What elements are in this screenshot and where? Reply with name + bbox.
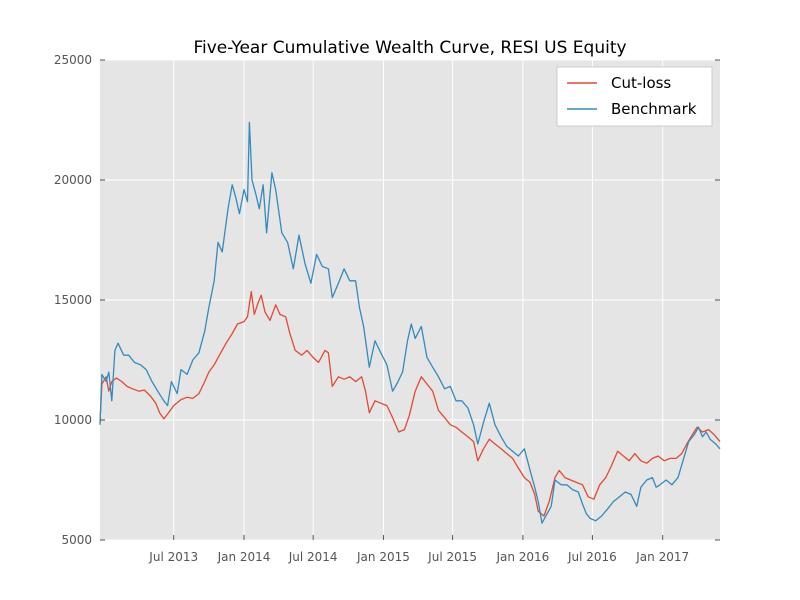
legend-label-benchmark: Benchmark bbox=[611, 100, 697, 118]
x-tick-label: Jul 2016 bbox=[567, 550, 617, 564]
legend-box bbox=[556, 66, 713, 127]
y-tick-label: 5000 bbox=[61, 533, 92, 547]
axis-ticks: Jul 2013 Jan 2014 Jul 2014 Jan 2015 Jul 2015… bbox=[54, 53, 720, 564]
x-tick-label: Jan 2016 bbox=[495, 550, 549, 564]
legend: Cut-loss Benchmark bbox=[556, 66, 713, 127]
x-tick-label: Jul 2013 bbox=[148, 550, 198, 564]
x-tick-label: Jul 2015 bbox=[427, 550, 477, 564]
series-line-cut-loss bbox=[99, 290, 721, 517]
series-line-benchmark bbox=[99, 121, 721, 524]
y-tick-label: 10000 bbox=[54, 413, 92, 427]
x-tick-label: Jul 2014 bbox=[288, 550, 338, 564]
legend-label-cut-loss: Cut-loss bbox=[611, 74, 671, 92]
y-tick-label: 20000 bbox=[54, 173, 92, 187]
x-tick-label: Jan 2014 bbox=[217, 550, 271, 564]
chart-title: Five-Year Cumulative Wealth Curve, RESI … bbox=[193, 38, 626, 58]
series-lines bbox=[99, 121, 721, 524]
x-tick-label: Jan 2017 bbox=[635, 550, 689, 564]
y-tick-label: 25000 bbox=[54, 53, 92, 67]
y-tick-label: 15000 bbox=[54, 293, 92, 307]
x-tick-label: Jan 2015 bbox=[356, 550, 410, 564]
